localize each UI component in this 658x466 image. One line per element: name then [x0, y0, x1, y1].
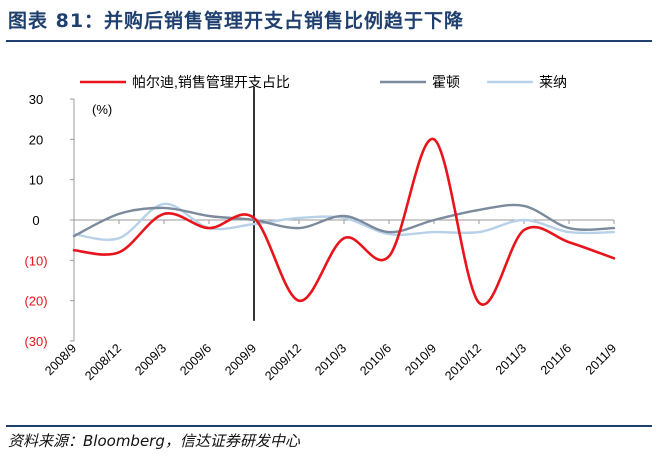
- x-tick-label: 2011/6: [538, 341, 574, 377]
- x-tick-label: 2011/3: [493, 341, 529, 377]
- legend-label: 帕尔迪,销售管理开支占比: [132, 74, 290, 90]
- chart-title: 图表 81：并购后销售管理开支占销售比例趋于下降: [8, 10, 465, 32]
- y-tick-label: (20): [24, 294, 47, 309]
- x-tick-label: 2010/12: [442, 341, 484, 383]
- y-tick-label: 20: [29, 132, 43, 147]
- title-divider: [6, 40, 652, 42]
- legend-label: 霍顿: [432, 74, 460, 90]
- x-tick-label: 2010/3: [312, 341, 349, 378]
- x-tick-label: 2009/9: [222, 341, 259, 378]
- y-tick-label: (30): [24, 334, 47, 349]
- y-axis-labels: 30 20 10 0 (10) (20) (30): [24, 92, 47, 349]
- y-tick-label: (10): [24, 253, 47, 268]
- axes: [70, 87, 615, 342]
- x-tick-label: 2009/12: [262, 341, 304, 383]
- series-line-2: [72, 202, 616, 241]
- x-tick-label: 2011/9: [583, 341, 619, 377]
- line-chart: 帕尔迪,销售管理开支占比 霍顿 莱纳 30 20 10 0 (10) (20) (30) 200…: [24, 74, 619, 383]
- source-note: 资料来源：Bloomberg，信达证券研发中心: [8, 432, 300, 450]
- y-tick-label: 0: [32, 213, 39, 228]
- series-lines: [72, 137, 616, 306]
- x-tick-label: 2009/3: [132, 341, 169, 378]
- x-tick-label: 2008/9: [42, 341, 79, 378]
- x-axis-labels: 2008/9 2008/12 2009/3 2009/6 2009/9 2009/12 20…: [42, 341, 619, 383]
- y-unit-label: (%): [92, 102, 112, 117]
- x-tick-label: 2010/9: [402, 341, 439, 378]
- legend-label: 莱纳: [539, 74, 567, 90]
- y-tick-label: 10: [29, 173, 43, 188]
- series-line-1: [72, 203, 616, 238]
- legend: 帕尔迪,销售管理开支占比 霍顿 莱纳: [80, 74, 567, 90]
- x-tick-label: 2009/6: [177, 341, 214, 378]
- x-tick-label: 2008/12: [82, 341, 124, 383]
- footer-divider: [6, 425, 652, 427]
- series-line-0: [72, 137, 616, 306]
- y-tick-label: 30: [29, 92, 43, 107]
- x-tick-label: 2010/6: [357, 341, 394, 378]
